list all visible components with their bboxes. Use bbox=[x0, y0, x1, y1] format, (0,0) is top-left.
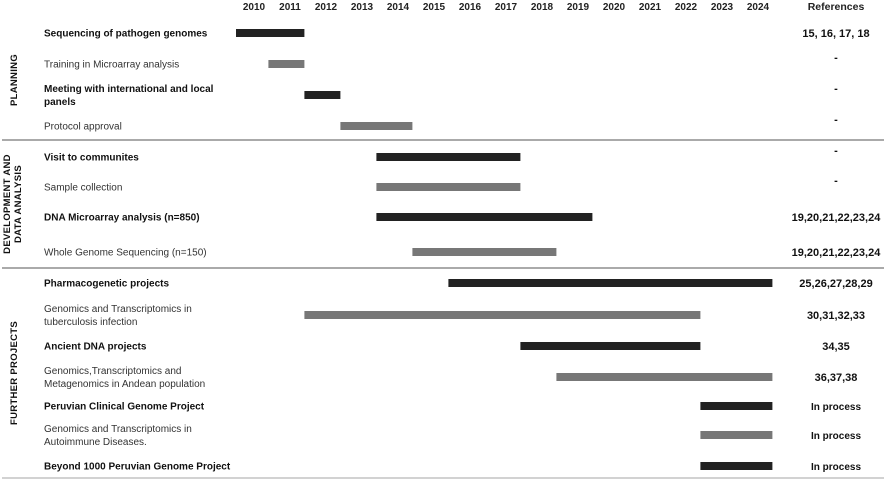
task-reference: 15, 16, 17, 18 bbox=[802, 28, 869, 40]
references-header: References bbox=[808, 1, 865, 13]
task-reference: - bbox=[834, 175, 838, 187]
task-bar bbox=[304, 311, 701, 319]
task-reference: 34,35 bbox=[822, 341, 850, 353]
task-bar bbox=[520, 342, 701, 350]
section-title: DEVELOPMENT AND bbox=[2, 154, 13, 254]
section-title: PLANNING bbox=[9, 54, 20, 106]
task-label: Beyond 1000 Peruvian Genome Project bbox=[44, 462, 231, 473]
task-label: Training in Microarray analysis bbox=[44, 60, 179, 71]
task-label: Genomics and Transcriptomics in bbox=[44, 304, 192, 315]
task-bar bbox=[700, 402, 773, 410]
section-title: DATA ANALYSIS bbox=[13, 165, 24, 243]
task-bar bbox=[376, 153, 521, 161]
task-label: DNA Microarray analysis (n=850) bbox=[44, 213, 200, 224]
year-label: 2023 bbox=[711, 2, 734, 13]
year-label: 2024 bbox=[747, 2, 770, 13]
year-label: 2022 bbox=[675, 2, 698, 13]
year-label: 2015 bbox=[423, 2, 446, 13]
year-label: 2019 bbox=[567, 2, 590, 13]
task-label: Pharmacogenetic projects bbox=[44, 279, 169, 290]
task-reference: - bbox=[834, 114, 838, 126]
task-bar bbox=[304, 91, 341, 99]
task-label: Sample collection bbox=[44, 183, 122, 194]
task-label: Protocol approval bbox=[44, 122, 122, 133]
task-label: Genomics,Transcriptomics and bbox=[44, 366, 181, 377]
task-bar bbox=[376, 213, 593, 221]
task-reference: - bbox=[834, 83, 838, 95]
task-bar bbox=[412, 248, 557, 256]
task-reference: - bbox=[834, 145, 838, 157]
year-label: 2013 bbox=[351, 2, 374, 13]
task-reference: In process bbox=[811, 431, 861, 442]
task-label: Genomics and Transcriptomics in bbox=[44, 424, 192, 435]
task-bar bbox=[236, 29, 305, 37]
year-label: 2021 bbox=[639, 2, 662, 13]
task-reference: 25,26,27,28,29 bbox=[799, 278, 872, 290]
task-label: Visit to communites bbox=[44, 153, 139, 164]
task-label: Autoimmune Diseases. bbox=[44, 437, 147, 448]
task-label: tuberculosis infection bbox=[44, 317, 137, 328]
year-label: 2014 bbox=[387, 2, 410, 13]
task-bar bbox=[340, 122, 413, 130]
task-label: Meeting with international and local bbox=[44, 84, 214, 95]
year-label: 2010 bbox=[243, 2, 266, 13]
year-label: 2020 bbox=[603, 2, 626, 13]
task-bar bbox=[700, 462, 773, 470]
task-label: Ancient DNA projects bbox=[44, 342, 147, 353]
year-label: 2016 bbox=[459, 2, 482, 13]
task-bar bbox=[700, 431, 773, 439]
task-reference: In process bbox=[811, 462, 861, 473]
task-reference: 19,20,21,22,23,24 bbox=[792, 247, 882, 259]
task-reference: 30,31,32,33 bbox=[807, 310, 865, 322]
task-bar bbox=[556, 373, 773, 381]
task-reference: - bbox=[834, 52, 838, 64]
task-bar bbox=[448, 279, 773, 287]
task-label: panels bbox=[44, 97, 76, 108]
task-reference: 19,20,21,22,23,24 bbox=[792, 212, 882, 224]
task-label: Whole Genome Sequencing (n=150) bbox=[44, 248, 207, 259]
task-label: Sequencing of pathogen genomes bbox=[44, 29, 208, 40]
task-reference: 36,37,38 bbox=[815, 372, 858, 384]
year-label: 2017 bbox=[495, 2, 518, 13]
year-label: 2011 bbox=[279, 2, 301, 13]
task-label: Metagenomics in Andean population bbox=[44, 379, 205, 390]
section-title: FURTHER PROJECTS bbox=[9, 321, 20, 425]
task-label: Peruvian Clinical Genome Project bbox=[44, 402, 205, 413]
task-bar bbox=[268, 60, 305, 68]
task-bar bbox=[376, 183, 521, 191]
year-label: 2012 bbox=[315, 2, 338, 13]
task-reference: In process bbox=[811, 402, 861, 413]
year-label: 2018 bbox=[531, 2, 554, 13]
